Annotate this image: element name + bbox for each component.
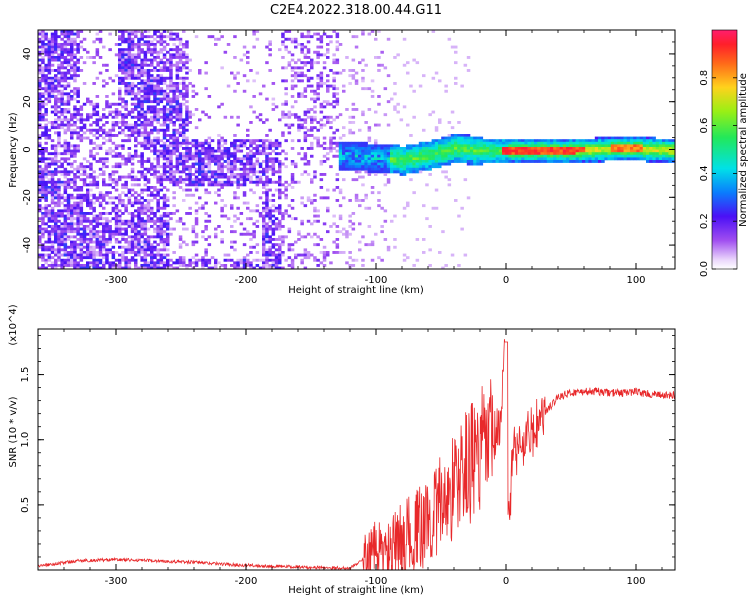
snr-series-line [38, 339, 675, 570]
snr-y-tick-label: 1.5 [20, 367, 31, 383]
snr-x-tick-label: -300 [105, 576, 128, 587]
snr-y-tick-label: 1.0 [20, 432, 31, 448]
colorbar-tick-label: 0.4 [699, 165, 710, 181]
snr-y-label: SNR (10 * v/v) [8, 396, 19, 467]
colorbar-tick-label: 0.8 [699, 70, 710, 86]
spectrogram-y-tick-label: 0 [22, 146, 33, 152]
spectrogram-x-tick-label: -200 [235, 275, 258, 286]
spectrogram-x-tick-label: -300 [105, 275, 128, 286]
spectrogram-y-tick-label: -20 [22, 189, 33, 205]
spectrogram-x-tick-label: 100 [626, 275, 645, 286]
colorbar-ticks: 0.0 0.2 0.4 0.6 0.8 [699, 70, 737, 277]
colorbar-tick-label: 0.2 [699, 213, 710, 229]
spectrogram-y-tick-label: 20 [22, 95, 33, 108]
snr-x-tick-label: -100 [365, 576, 388, 587]
snr-ticks: -300 -200 -100 0 100 0.5 1.0 1.5 [20, 329, 675, 587]
spectrogram-image [38, 30, 675, 269]
snr-y-multiplier: (x10^4) [8, 304, 19, 345]
snr-y-tick-label: 0.5 [20, 497, 31, 513]
colorbar-tick-label: 0.6 [699, 118, 710, 134]
spectrogram-y-tick-label: 40 [22, 48, 33, 61]
snr-frame [37, 328, 676, 571]
snr-x-tick-label: 100 [626, 576, 645, 587]
figure-title: C2E4.2022.318.00.44.G11 [270, 3, 442, 18]
colorbar-gradient [711, 29, 738, 270]
colorbar: 0.0 0.2 0.4 0.6 0.8 Normalized spectral ampl… [699, 29, 749, 277]
spectrogram-x-tick-label: 0 [503, 275, 509, 286]
snr-panel: -300 -200 -100 0 100 0.5 1.0 1.5 Height of stra… [8, 304, 676, 596]
spectrogram-x-label: Height of straight line (km) [288, 285, 424, 296]
colorbar-label: Normalized spectral amplitude [738, 73, 749, 227]
snr-x-tick-label: 0 [503, 576, 509, 587]
spectrogram-x-tick-label: -100 [365, 275, 388, 286]
spectrogram-y-tick-label: -40 [22, 237, 33, 253]
snr-x-label: Height of straight line (km) [288, 585, 424, 596]
spectrogram-y-label: Frequency (Hz) [8, 112, 19, 188]
snr-x-tick-label: -200 [235, 576, 258, 587]
colorbar-tick-label: 0.0 [699, 261, 710, 277]
